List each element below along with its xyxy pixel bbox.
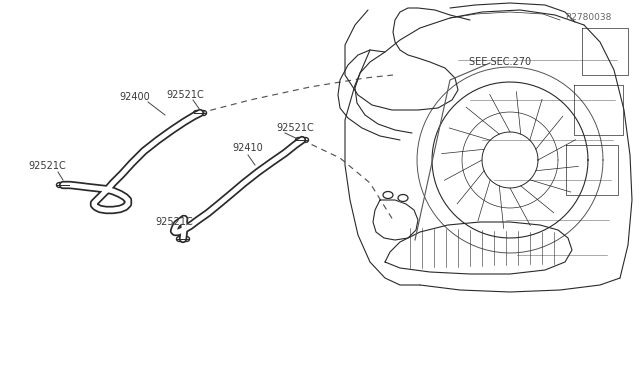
Ellipse shape [383, 192, 393, 199]
Text: R2780038: R2780038 [565, 13, 611, 22]
Ellipse shape [193, 110, 199, 115]
Text: 92521C: 92521C [166, 90, 204, 100]
Text: 92521C: 92521C [155, 217, 193, 227]
Text: 92521C: 92521C [276, 123, 314, 133]
Ellipse shape [177, 237, 182, 241]
Ellipse shape [296, 138, 301, 142]
Ellipse shape [184, 237, 189, 241]
Text: 92400: 92400 [120, 92, 150, 102]
Text: 92521C: 92521C [28, 161, 66, 171]
Ellipse shape [303, 138, 308, 142]
Text: 92410: 92410 [232, 143, 264, 153]
Text: SEE SEC.270: SEE SEC.270 [469, 57, 531, 67]
Ellipse shape [398, 195, 408, 202]
Ellipse shape [63, 183, 70, 187]
Ellipse shape [56, 183, 62, 187]
Ellipse shape [201, 110, 207, 115]
